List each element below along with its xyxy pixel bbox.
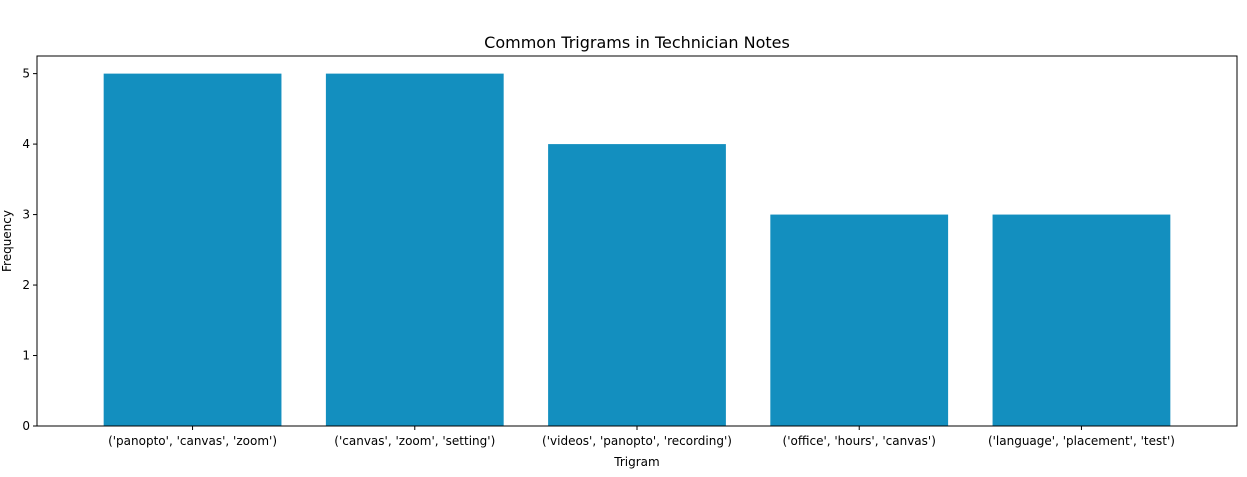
y-tick-label: 1 [22,349,30,363]
y-tick-label: 0 [22,419,30,433]
bar [992,214,1171,426]
chart-title: Common Trigrams in Technician Notes [484,33,790,52]
y-tick-label: 4 [22,137,30,151]
bar [325,73,504,427]
x-axis-label: Trigram [613,455,659,469]
x-axis-ticks: ('panopto', 'canvas', 'zoom') ('canvas', … [108,426,1175,448]
bar [770,214,949,426]
x-tick-label: ('language', 'placement', 'test') [988,434,1175,448]
bar [548,144,726,426]
y-tick-label: 2 [22,278,30,292]
y-axis-ticks: 0 1 2 3 4 5 [22,67,37,433]
y-axis-label: Frequency [0,210,14,272]
y-tick-label: 5 [22,67,30,81]
bar [103,73,282,427]
x-tick-label: ('videos', 'panopto', 'recording') [542,434,732,448]
bars-layer [103,73,1171,427]
plot-frame [36,55,1238,427]
x-tick-label: ('canvas', 'zoom', 'setting') [334,434,495,448]
x-tick-label: ('panopto', 'canvas', 'zoom') [108,434,277,448]
y-tick-label: 3 [22,208,30,222]
x-tick-label: ('office', 'hours', 'canvas') [783,434,936,448]
